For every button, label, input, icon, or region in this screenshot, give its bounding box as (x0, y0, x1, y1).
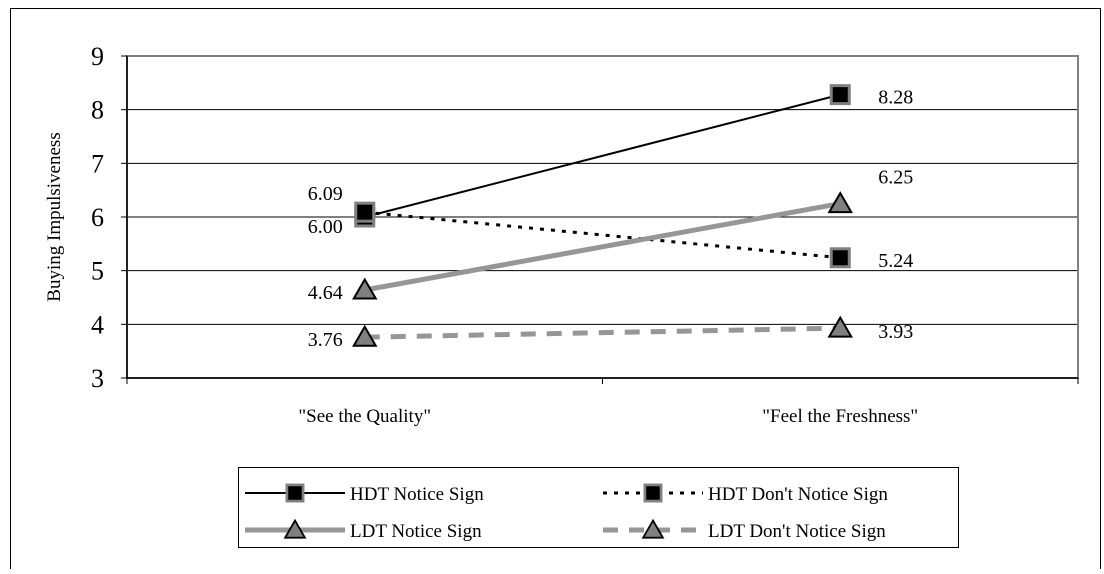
x-tick-label-1: "Feel the Freshness" (762, 406, 918, 427)
legend-label-ldt-notice-sign: LDT Notice Sign (350, 521, 482, 542)
y-tick-label-3: 3 (91, 364, 104, 393)
data-label-ldt-don-t-notice-sign-0: 3.76 (308, 329, 343, 351)
series-line-hdt-don-t-notice-sign (364, 210, 841, 260)
legend-marker-ldt-don-t-notice-sign (641, 518, 665, 539)
y-tick-label-7: 7 (91, 149, 104, 178)
series-line-ldt-notice-sign (364, 201, 841, 293)
x-tick-label-0: "See the Quality" (298, 406, 431, 427)
point-hdt-don-t-notice-sign-1 (829, 247, 851, 269)
data-label-ldt-don-t-notice-sign-1: 3.93 (878, 321, 913, 343)
data-label-ldt-notice-sign-0: 4.64 (308, 282, 343, 304)
y-tick-label-6: 6 (91, 203, 104, 232)
series-line-ldt-don-t-notice-sign (364, 325, 841, 340)
point-hdt-notice-sign-1 (829, 84, 851, 106)
y-axis-title: Buying Impulsiveness (44, 132, 65, 301)
data-label-ldt-notice-sign-1: 6.25 (878, 167, 913, 189)
y-tick-label-5: 5 (91, 257, 104, 286)
point-ldt-notice-sign-1 (827, 191, 853, 214)
data-label-hdt-don-t-notice-sign-0: 6.09 (308, 183, 343, 205)
data-label-hdt-don-t-notice-sign-1: 5.24 (878, 250, 913, 272)
data-label-hdt-notice-sign-0: 6.00 (308, 216, 343, 238)
legend-marker-hdt-don-t-notice-sign (643, 483, 663, 503)
legend-marker-ldt-notice-sign (283, 518, 307, 539)
y-tick-label-8: 8 (91, 96, 104, 125)
point-ldt-don-t-notice-sign-1 (827, 315, 853, 338)
legend-label-hdt-don-t-notice-sign: HDT Don't Notice Sign (708, 484, 888, 505)
point-hdt-don-t-notice-sign-0 (354, 201, 376, 223)
legend (238, 467, 959, 548)
legend-marker-hdt-notice-sign (285, 483, 305, 503)
data-label-hdt-notice-sign-1: 8.28 (878, 87, 913, 109)
y-tick-label-4: 4 (91, 310, 104, 339)
chart-frame (10, 8, 1101, 574)
point-ldt-notice-sign-0 (352, 277, 378, 300)
series-line-hdt-notice-sign (364, 93, 841, 218)
point-ldt-don-t-notice-sign-0 (352, 324, 378, 347)
legend-label-ldt-don-t-notice-sign: LDT Don't Notice Sign (708, 521, 886, 542)
legend-label-hdt-notice-sign: HDT Notice Sign (350, 484, 484, 505)
y-tick-label-9: 9 (91, 42, 104, 71)
